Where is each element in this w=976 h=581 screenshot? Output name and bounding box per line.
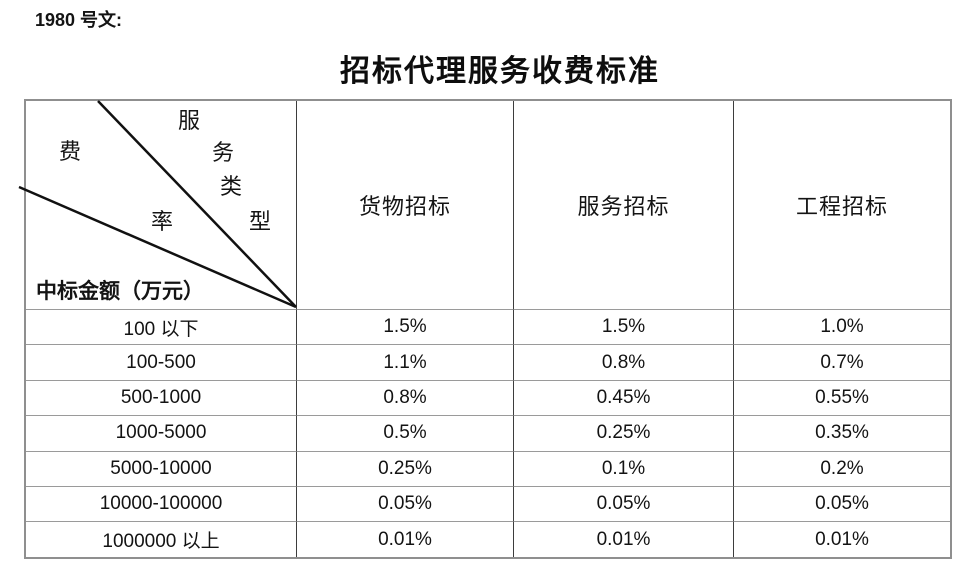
fee-value: 0.35% — [733, 415, 950, 451]
column-header-services: 服务招标 — [513, 101, 733, 309]
diagonal-lines — [18, 100, 297, 309]
fee-value: 0.05% — [296, 485, 513, 522]
fee-value: 0.55% — [733, 379, 950, 416]
fee-value: 1.5% — [296, 309, 513, 345]
column-header-goods: 货物招标 — [296, 101, 513, 309]
fee-value: 1.0% — [733, 309, 950, 345]
corner-label-service-type-char: 服 — [178, 108, 201, 133]
table-corner-cell: 服 务 类 型 费 率 中标金额（万元） — [18, 100, 297, 309]
fee-value: 0.01% — [296, 521, 513, 557]
fee-value: 0.1% — [513, 450, 733, 486]
column-header-engineering: 工程招标 — [733, 101, 950, 309]
row-range: 100-500 — [26, 344, 296, 379]
corner-label-amount: 中标金额（万元） — [36, 279, 204, 303]
fee-value: 0.01% — [513, 521, 733, 557]
fee-value: 0.2% — [733, 450, 950, 486]
fee-value: 0.25% — [296, 450, 513, 486]
diagonal-line-upper — [97, 100, 297, 308]
row-range: 10000-100000 — [26, 485, 296, 521]
fee-value: 0.7% — [733, 344, 950, 380]
corner-label-service-type-char: 型 — [249, 209, 272, 234]
row-range: 1000000 以上 — [26, 521, 296, 556]
row-range: 1000-5000 — [26, 415, 296, 450]
page-title: 招标代理服务收费标准 — [340, 55, 660, 88]
fee-value: 0.01% — [733, 521, 950, 557]
corner-label-service-type-char: 类 — [220, 174, 243, 199]
diagonal-line-lower — [18, 185, 297, 309]
row-range: 100 以下 — [26, 309, 296, 344]
corner-label-rate-char: 率 — [151, 209, 174, 234]
fee-value: 0.8% — [513, 344, 733, 380]
fee-value: 0.25% — [513, 415, 733, 451]
fee-value: 1.1% — [296, 344, 513, 380]
row-range: 5000-10000 — [26, 450, 296, 486]
doc-number: 1980 号文: — [35, 10, 123, 30]
corner-label-service-type-char: 务 — [212, 140, 235, 165]
corner-label-rate-char: 费 — [59, 139, 82, 164]
fee-value: 0.05% — [513, 485, 733, 522]
fee-value: 0.45% — [513, 379, 733, 416]
fee-value: 1.5% — [513, 309, 733, 345]
row-range: 500-1000 — [26, 379, 296, 415]
fee-value: 0.8% — [296, 379, 513, 416]
fee-value: 0.05% — [733, 485, 950, 522]
fee-value: 0.5% — [296, 415, 513, 451]
fee-table: 服 务 类 型 费 率 中标金额（万元） 货物招标 服务招标 工程招标 100 … — [18, 99, 952, 559]
